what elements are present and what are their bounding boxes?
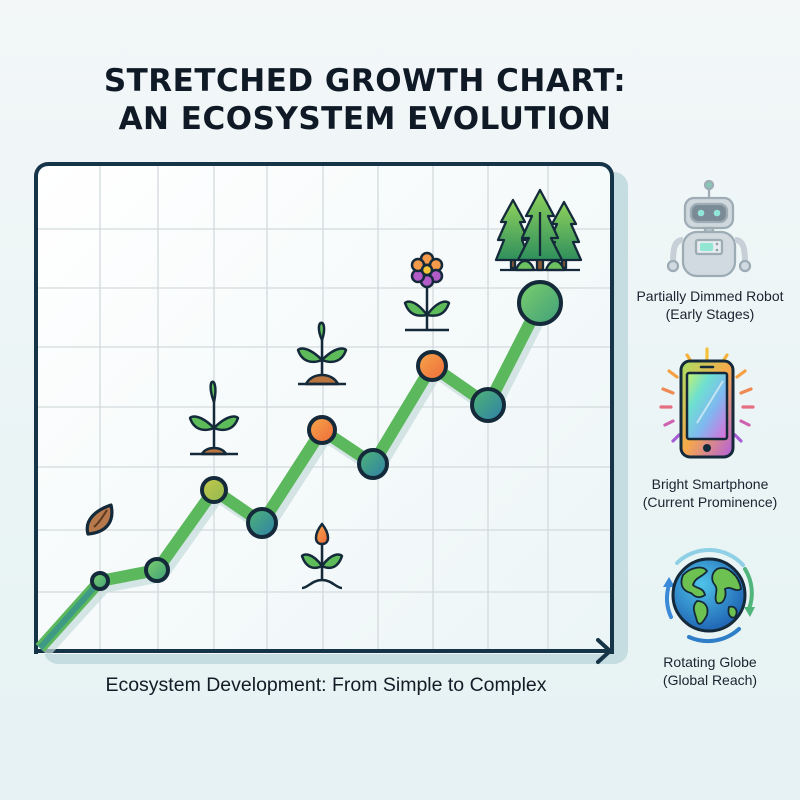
side-item-sublabel: (Global Reach): [662, 672, 758, 688]
data-point[interactable]: [470, 387, 506, 423]
robot-icon: [666, 179, 752, 278]
data-point[interactable]: [90, 571, 110, 591]
data-point[interactable]: [517, 280, 563, 326]
smartphone-icon: [659, 347, 755, 459]
data-point[interactable]: [200, 476, 228, 504]
data-point[interactable]: [307, 415, 337, 445]
sprout-bud-icon: [300, 522, 344, 590]
seed-icon: [85, 503, 114, 536]
side-item-label: Partially Dimmed Robot: [636, 288, 784, 304]
chart-title: STRETCHED GROWTH CHART: AN ECOSYSTEM EVO…: [0, 62, 730, 138]
chart-title-line2: AN ECOSYSTEM EVOLUTION: [118, 101, 612, 137]
data-point[interactable]: [416, 350, 448, 382]
side-item-sublabel: (Early Stages): [665, 306, 755, 322]
data-markers: [90, 280, 563, 591]
chart-title-line1: STRETCHED GROWTH CHART:: [103, 63, 627, 99]
flower-icon: [403, 251, 451, 332]
forest-icon: [494, 188, 583, 272]
side-item-sublabel: (Current Prominence): [642, 494, 778, 510]
side-item-globe: Rotating Globe (Global Reach): [620, 653, 800, 689]
data-point[interactable]: [357, 448, 389, 480]
side-item-label: Bright Smartphone: [651, 476, 769, 492]
data-point[interactable]: [144, 557, 170, 583]
series-line: [35, 300, 546, 653]
young-plant-icon: [296, 321, 348, 386]
side-item-label: Rotating Globe: [663, 654, 757, 670]
x-axis: [34, 638, 612, 664]
globe-icon: [663, 548, 755, 644]
side-item-smartphone: Bright Smartphone (Current Prominence): [620, 475, 800, 511]
side-item-robot: Partially Dimmed Robot (Early Stages): [620, 287, 800, 323]
data-point[interactable]: [246, 507, 278, 539]
x-axis-label: Ecosystem Development: From Simple to Co…: [105, 674, 547, 696]
sapling-icon: [188, 380, 240, 456]
